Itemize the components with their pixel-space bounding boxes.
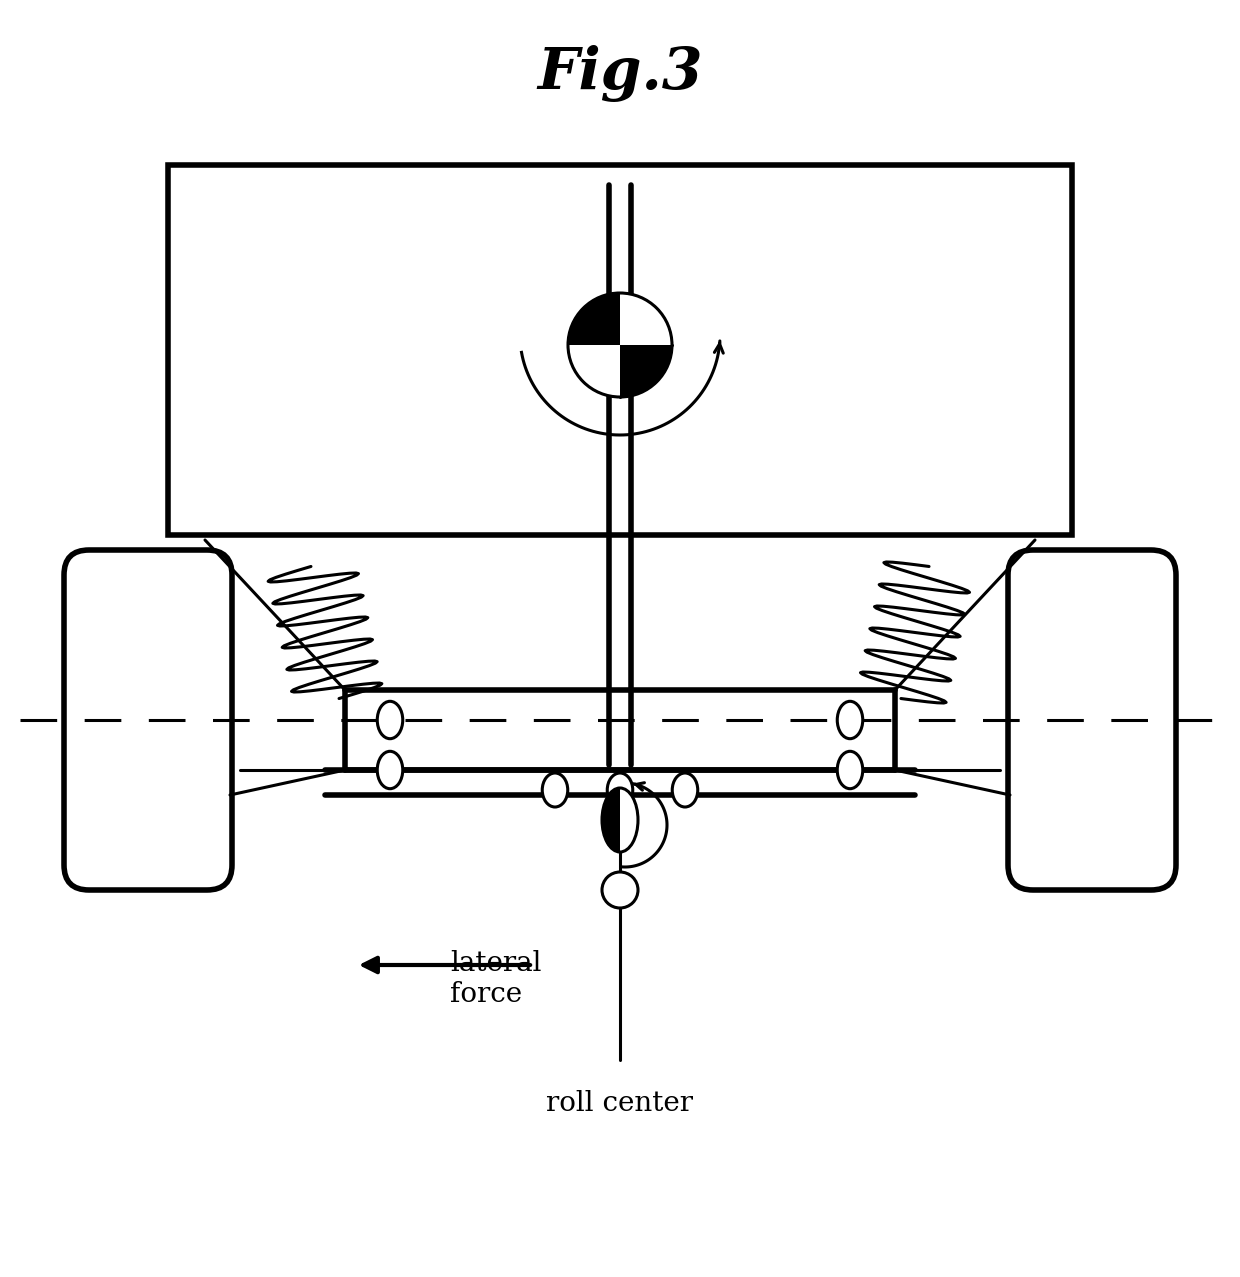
Wedge shape bbox=[568, 292, 620, 345]
Ellipse shape bbox=[608, 773, 632, 807]
Wedge shape bbox=[620, 345, 672, 397]
Text: roll center: roll center bbox=[547, 1091, 693, 1117]
Wedge shape bbox=[620, 292, 672, 345]
Polygon shape bbox=[620, 788, 639, 852]
Ellipse shape bbox=[837, 751, 863, 789]
Text: lateral
force: lateral force bbox=[450, 950, 542, 1009]
Ellipse shape bbox=[837, 701, 863, 738]
Wedge shape bbox=[568, 345, 620, 397]
Ellipse shape bbox=[377, 701, 403, 738]
Ellipse shape bbox=[672, 773, 698, 807]
Text: Fig.3: Fig.3 bbox=[537, 45, 703, 102]
Circle shape bbox=[601, 872, 639, 908]
Polygon shape bbox=[601, 788, 620, 852]
Ellipse shape bbox=[542, 773, 568, 807]
Bar bbox=[167, 165, 1073, 535]
FancyBboxPatch shape bbox=[64, 550, 232, 890]
Ellipse shape bbox=[377, 751, 403, 789]
FancyBboxPatch shape bbox=[1008, 550, 1176, 890]
